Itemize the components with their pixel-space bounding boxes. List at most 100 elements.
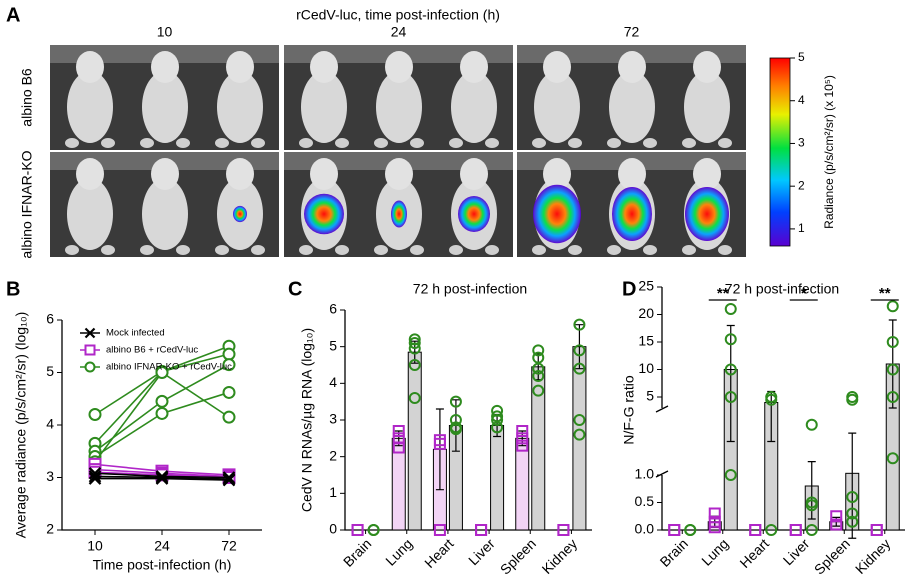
point [155,406,169,420]
panel-label: A [6,4,20,26]
point [886,336,899,348]
mouse-body [67,71,113,143]
column-label: 72 [624,24,640,40]
mouse-foot [335,245,349,255]
point [532,370,545,382]
signal [391,200,407,228]
mouse-head [151,158,179,190]
mouse-foot [532,245,546,255]
y-tick-label: 6 [329,301,337,317]
signal [233,205,247,223]
point [392,425,405,437]
point [573,318,586,331]
legend-marker [84,327,96,339]
point [557,524,570,536]
significance: ** [717,285,729,302]
mouse-head [226,51,254,83]
point [846,491,859,503]
point [724,333,737,346]
mouse-foot [374,245,388,255]
point [155,468,169,482]
axis-break [655,405,669,478]
mouse-foot [568,138,582,148]
mouse-foot [485,245,499,255]
point [392,432,405,445]
bar [515,437,530,531]
point [886,391,899,403]
point [846,393,859,406]
mouse-foot [140,245,154,255]
y-tick-label: 1.0 [635,466,655,482]
y-tick-label: 5 [46,363,54,379]
significance: ** [879,285,891,302]
point [724,363,737,376]
mouse-body [376,71,422,143]
legend-marker [84,361,96,373]
mouse-foot [485,138,499,148]
mouse-foot [176,138,190,148]
x-axis-label: Time post-infection (h) [93,557,232,573]
image-cell [50,152,279,257]
row-label: albino IFNAR-KO [19,150,35,258]
point [222,473,236,487]
mouse-foot [410,245,424,255]
mouse-foot [65,245,79,255]
point [408,392,421,404]
mouse-head [226,158,254,190]
mouse-foot [101,245,115,255]
mouse-head [618,158,646,190]
point [724,469,737,481]
mouse-foot [643,138,657,148]
point [449,395,462,408]
y-tick-label: 0.0 [635,521,655,537]
mouse-head [693,51,721,83]
point [408,342,421,355]
error-bar [575,324,584,370]
colorbar-tick-label: 4 [798,93,805,107]
mouse-foot [65,138,79,148]
panel-label: D [622,278,636,300]
point [724,303,737,315]
y-tick-label: 4 [46,416,54,432]
point [708,507,721,520]
point [765,393,778,406]
y-tick-label: 0 [329,521,337,537]
point [475,524,488,536]
y-tick-label: 2 [329,447,337,463]
point [573,362,586,375]
point [573,414,586,426]
x-tick-label: 72 [221,538,237,554]
point [433,524,446,536]
column-label: 10 [157,24,173,40]
y-tick-label: 0.5 [635,493,655,509]
mouse-head [76,51,104,83]
point [491,421,504,434]
point [516,432,529,445]
colorbar-tick-label: 1 [798,221,805,235]
point [708,521,721,534]
point [516,439,529,452]
mouse-foot [101,138,115,148]
mouse-head [76,158,104,190]
row-label: albino B6 [19,68,35,127]
x-tick-label: Brain [340,535,374,569]
x-tick-label: Lung [382,535,415,568]
legend-label: albino IFNAR-KO + rCedV-luc [106,362,232,373]
bar [407,351,422,531]
mouse-body [67,178,113,250]
signal [533,184,581,244]
y-tick-label: 5 [329,337,337,353]
mouse-foot [299,138,313,148]
mouse-foot [335,138,349,148]
mouse-head [385,51,413,83]
y-axis-label: CedV N RNAs/µg RNA (log₁₀) [299,328,315,512]
point [573,344,586,357]
mouse-head [385,158,413,190]
mouse-body [684,71,730,143]
mouse-head [310,158,338,190]
image-cell [517,152,746,257]
significance: * [801,285,807,302]
colorbar-label: Radiance (p/s/cm²/sr) (x 10⁵) [822,75,836,229]
mouse-head [543,51,571,83]
